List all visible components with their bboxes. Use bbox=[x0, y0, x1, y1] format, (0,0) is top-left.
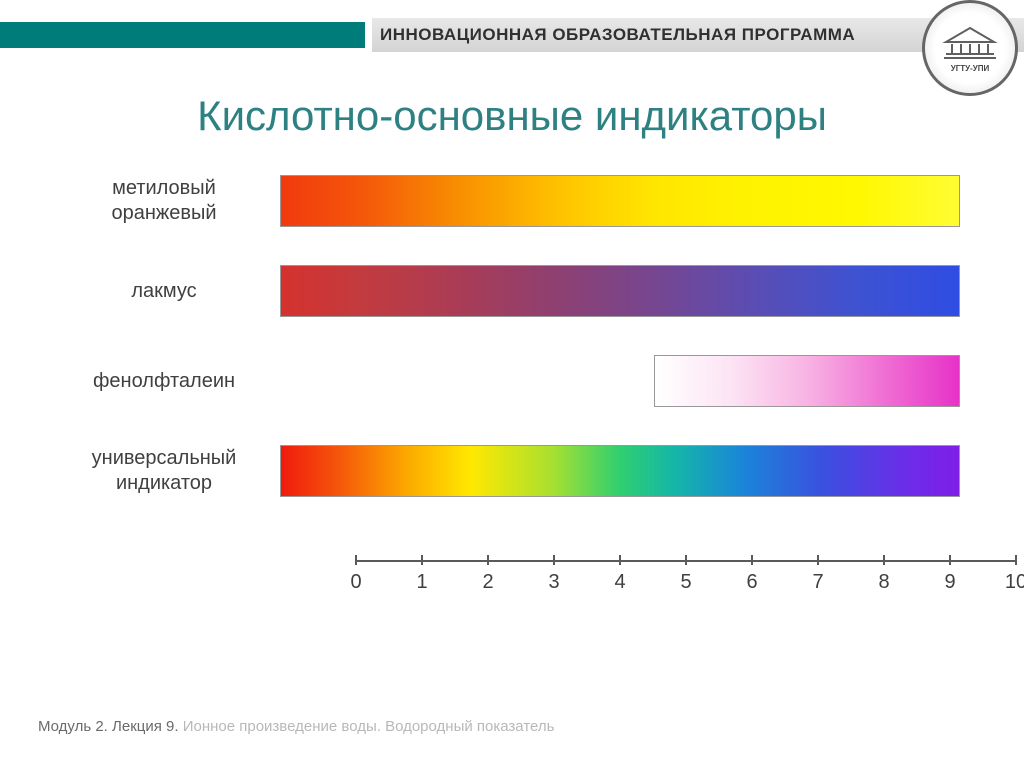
footer-topic: Ионное произведение воды. Водородный пок… bbox=[183, 718, 555, 735]
logo-text: УГТУ-УПИ bbox=[940, 64, 1000, 73]
axis-tick-label: 5 bbox=[680, 571, 691, 594]
axis-tick bbox=[487, 555, 489, 565]
slide-header: ИННОВАЦИОННАЯ ОБРАЗОВАТЕЛЬНАЯ ПРОГРАММА bbox=[0, 18, 1024, 52]
indicator-bar bbox=[280, 265, 960, 317]
indicator-gradient bbox=[654, 355, 960, 407]
axis-tick bbox=[751, 555, 753, 565]
indicator-bar bbox=[280, 355, 960, 407]
indicators-chart: метиловый оранжевый лакмус фенолфталеин уни… bbox=[60, 175, 960, 535]
indicator-gradient bbox=[281, 176, 959, 226]
axis-tick bbox=[949, 555, 951, 565]
indicator-row-litmus: лакмус bbox=[60, 265, 960, 317]
axis-tick bbox=[619, 555, 621, 565]
slide-footer: Модуль 2. Лекция 9. Ионное произведение … bbox=[38, 718, 554, 735]
axis-tick bbox=[883, 555, 885, 565]
indicator-bar bbox=[280, 175, 960, 227]
axis-tick-label: 2 bbox=[482, 571, 493, 594]
axis-tick bbox=[355, 555, 357, 565]
logo-building-icon bbox=[940, 24, 1000, 62]
axis-tick bbox=[685, 555, 687, 565]
axis-tick-label: 10 bbox=[1005, 571, 1024, 594]
axis-tick bbox=[1015, 555, 1017, 565]
axis-tick-label: 7 bbox=[812, 571, 823, 594]
indicator-gradient bbox=[281, 266, 959, 316]
axis-tick bbox=[553, 555, 555, 565]
indicator-row-universal: универсальный индикатор bbox=[60, 445, 960, 497]
axis-tick bbox=[817, 555, 819, 565]
ph-axis: 012345678910рН bbox=[356, 545, 1016, 563]
indicator-gradient bbox=[281, 446, 959, 496]
slide-title: Кислотно-основные индикаторы bbox=[0, 92, 1024, 140]
footer-module: Модуль 2. Лекция 9. bbox=[38, 718, 183, 735]
indicator-label: метиловый оранжевый bbox=[60, 176, 280, 226]
axis-tick bbox=[421, 555, 423, 565]
university-logo: УГТУ-УПИ bbox=[922, 0, 1018, 96]
indicator-row-phenolphthalein: фенолфталеин bbox=[60, 355, 960, 407]
axis-tick-label: 0 bbox=[350, 571, 361, 594]
indicator-label: лакмус bbox=[60, 279, 280, 304]
program-subtitle: ИННОВАЦИОННАЯ ОБРАЗОВАТЕЛЬНАЯ ПРОГРАММА bbox=[380, 25, 855, 45]
indicator-bar bbox=[280, 445, 960, 497]
axis-tick-label: 4 bbox=[614, 571, 625, 594]
axis-tick-label: 8 bbox=[878, 571, 889, 594]
header-accent-bar bbox=[0, 22, 365, 48]
indicator-label: фенолфталеин bbox=[60, 369, 280, 394]
axis-tick-label: 9 bbox=[944, 571, 955, 594]
indicator-label: универсальный индикатор bbox=[60, 446, 280, 496]
axis-tick-label: 1 bbox=[416, 571, 427, 594]
axis-tick-label: 3 bbox=[548, 571, 559, 594]
indicator-row-methyl_orange: метиловый оранжевый bbox=[60, 175, 960, 227]
axis-tick-label: 6 bbox=[746, 571, 757, 594]
